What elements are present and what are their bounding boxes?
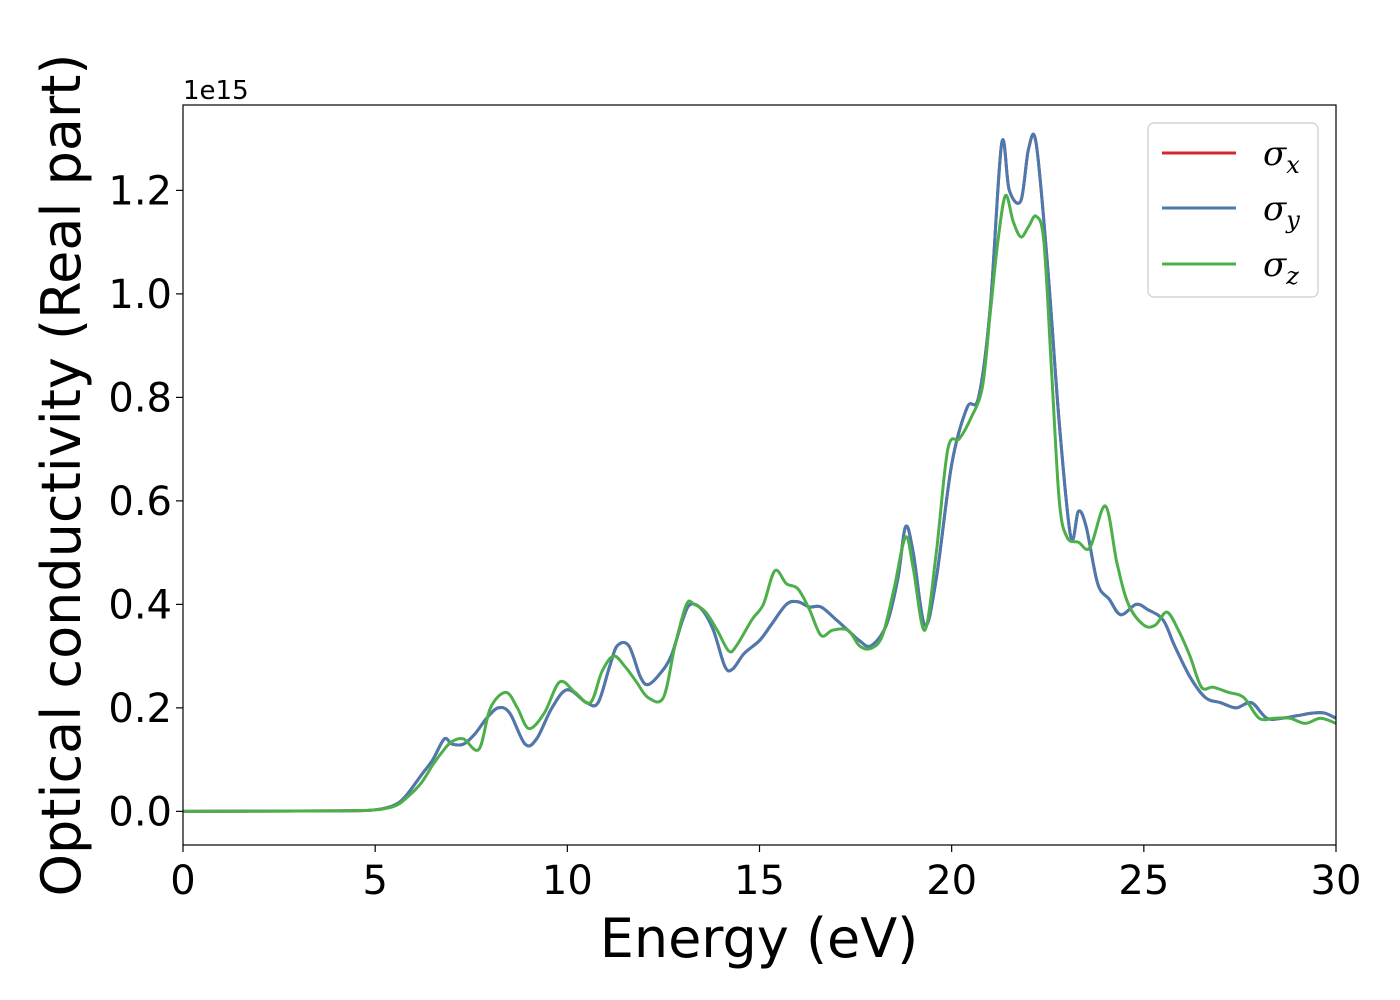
y-tick-label: 0.8 bbox=[108, 375, 172, 421]
legend-label-z: σz bbox=[1263, 245, 1299, 290]
ticks-layer: 0 5 10 15 20 25 30 0.0 0.2 0.4 0.6 0.8 1.0 1.2 bbox=[108, 168, 1361, 904]
y-tick-label: 0.0 bbox=[108, 789, 172, 835]
x-tick-label: 25 bbox=[1118, 858, 1169, 904]
x-axis-label: Energy (eV) bbox=[600, 907, 919, 970]
x-tick-label: 20 bbox=[926, 858, 977, 904]
y-offset-label: 1e15 bbox=[183, 76, 249, 106]
x-tick-label: 5 bbox=[362, 858, 387, 904]
x-tick-label: 30 bbox=[1311, 858, 1362, 904]
y-tick-label: 0.4 bbox=[108, 582, 172, 628]
legend-label-y: σy bbox=[1263, 189, 1300, 234]
y-tick-label: 1.0 bbox=[108, 272, 172, 318]
legend-label-x: σx bbox=[1263, 134, 1300, 179]
y-tick-label: 0.2 bbox=[108, 686, 172, 732]
legend-box bbox=[1147, 122, 1319, 298]
x-tick-label: 0 bbox=[170, 858, 195, 904]
y-tick-label: 0.6 bbox=[108, 479, 172, 525]
y-tick-label: 1.2 bbox=[108, 168, 172, 214]
y-axis-label: Optical conductivity (Real part) bbox=[30, 54, 93, 897]
x-tick-label: 10 bbox=[542, 858, 593, 904]
legend: σx σy σz bbox=[1147, 122, 1319, 298]
legend-items: σx σy σz bbox=[1162, 134, 1300, 290]
x-tick-label: 15 bbox=[734, 858, 785, 904]
series-line-z bbox=[183, 193, 1336, 813]
series-layer bbox=[183, 132, 1336, 813]
